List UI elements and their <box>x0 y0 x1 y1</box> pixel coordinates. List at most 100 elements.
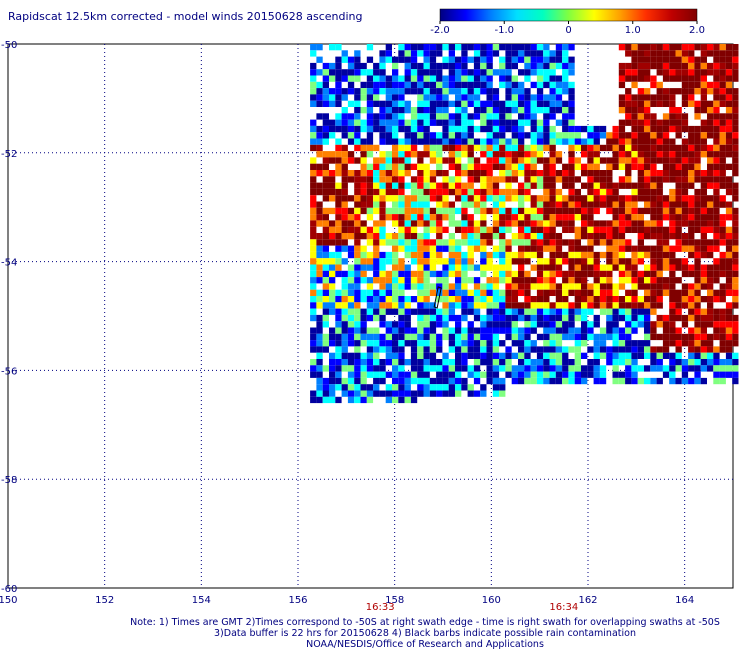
wind-difference-cell <box>644 44 651 51</box>
wind-difference-cell <box>725 56 733 63</box>
lon-tick-label: 156 <box>288 595 307 606</box>
wind-difference-cell <box>524 258 531 265</box>
wind-difference-cell <box>316 346 323 353</box>
wind-difference-cell <box>694 81 701 89</box>
wind-difference-cell <box>587 239 594 246</box>
wind-difference-cell <box>574 377 581 385</box>
wind-difference-cell <box>499 220 506 227</box>
wind-difference-cell <box>480 359 487 366</box>
wind-difference-cell <box>341 283 348 290</box>
wind-difference-cell <box>354 157 361 164</box>
wind-difference-cell <box>650 119 657 126</box>
wind-difference-cell <box>310 75 317 82</box>
wind-difference-cell <box>366 163 374 170</box>
wind-difference-cell <box>417 239 424 246</box>
wind-difference-cell <box>524 220 531 227</box>
wind-difference-cell <box>707 314 714 322</box>
wind-difference-cell <box>543 157 550 164</box>
wind-difference-cell <box>555 377 563 385</box>
wind-difference-cell <box>694 226 701 233</box>
wind-difference-cell <box>385 214 392 221</box>
wind-difference-cell <box>568 214 575 221</box>
wind-difference-cell <box>341 277 348 284</box>
wind-difference-cell <box>392 195 399 202</box>
wind-difference-cell <box>530 163 537 170</box>
wind-difference-cell <box>329 390 336 397</box>
wind-difference-cell <box>631 214 638 221</box>
wind-difference-cell <box>650 100 657 107</box>
wind-difference-cell <box>713 201 720 208</box>
wind-difference-cell <box>662 138 670 145</box>
wind-difference-cell <box>329 258 336 265</box>
wind-difference-cell <box>492 201 500 208</box>
wind-difference-cell <box>725 239 733 246</box>
wind-difference-cell <box>423 377 430 385</box>
wind-difference-cell <box>681 75 689 82</box>
wind-difference-cell <box>650 75 657 82</box>
wind-difference-cell <box>379 138 386 145</box>
wind-difference-cell <box>379 125 386 133</box>
wind-difference-cell <box>423 144 430 152</box>
wind-difference-cell <box>725 88 733 95</box>
wind-difference-cell <box>429 377 437 385</box>
wind-difference-cell <box>322 188 329 196</box>
wind-difference-cell <box>637 157 644 164</box>
wind-difference-cell <box>461 296 468 303</box>
wind-difference-cell <box>549 107 556 114</box>
wind-difference-cell <box>725 125 733 133</box>
wind-difference-cell <box>606 359 613 366</box>
wind-difference-cell <box>329 296 336 303</box>
wind-difference-cell <box>379 119 386 126</box>
wind-difference-cell <box>631 69 638 76</box>
wind-difference-cell <box>410 377 418 385</box>
wind-difference-cell <box>429 100 437 107</box>
wind-difference-cell <box>675 62 682 70</box>
wind-difference-cell <box>681 151 689 158</box>
wind-difference-cell <box>675 207 682 215</box>
wind-difference-cell <box>562 371 569 378</box>
wind-difference-cell <box>713 195 720 202</box>
wind-difference-cell <box>656 321 663 328</box>
wind-difference-cell <box>543 352 550 359</box>
wind-difference-cell <box>366 176 374 183</box>
wind-difference-cell <box>518 151 525 158</box>
wind-difference-cell <box>366 308 374 315</box>
wind-difference-cell <box>631 270 638 278</box>
wind-difference-cell <box>562 346 569 353</box>
wind-difference-cell <box>675 333 682 341</box>
wind-difference-cell <box>612 283 619 290</box>
wind-difference-cell <box>480 371 487 378</box>
wind-difference-cell <box>467 233 474 240</box>
wind-difference-cell <box>562 176 569 183</box>
wind-difference-cell <box>625 144 632 152</box>
wind-difference-cell <box>599 333 607 341</box>
wind-difference-cell <box>310 283 317 290</box>
wind-difference-cell <box>436 283 443 290</box>
wind-difference-cell <box>379 214 386 221</box>
wind-difference-cell <box>310 176 317 183</box>
wind-difference-cell <box>442 195 449 202</box>
wind-difference-cell <box>379 377 386 385</box>
lat-tick-label: -58 <box>1 475 17 486</box>
wind-difference-cell <box>373 384 380 391</box>
wind-difference-cell <box>360 308 367 315</box>
wind-difference-cell <box>656 88 663 95</box>
wind-difference-cell <box>316 327 323 334</box>
wind-difference-cell <box>725 107 733 114</box>
wind-difference-cell <box>637 125 644 133</box>
wind-difference-cell <box>492 151 500 158</box>
wind-difference-cell <box>486 233 493 240</box>
wind-difference-cell <box>650 251 657 259</box>
wind-difference-cell <box>530 346 537 353</box>
wind-difference-cell <box>505 94 512 101</box>
wind-difference-cell <box>707 346 714 353</box>
wind-difference-cell <box>618 377 626 385</box>
wind-difference-cell <box>335 170 342 177</box>
wind-difference-cell <box>467 333 474 341</box>
wind-difference-cell <box>499 56 506 63</box>
wind-difference-cell <box>366 144 374 152</box>
wind-difference-cell <box>555 75 563 82</box>
wind-difference-cell <box>398 390 405 397</box>
wind-difference-cell <box>467 251 474 259</box>
wind-difference-cell <box>725 151 733 158</box>
